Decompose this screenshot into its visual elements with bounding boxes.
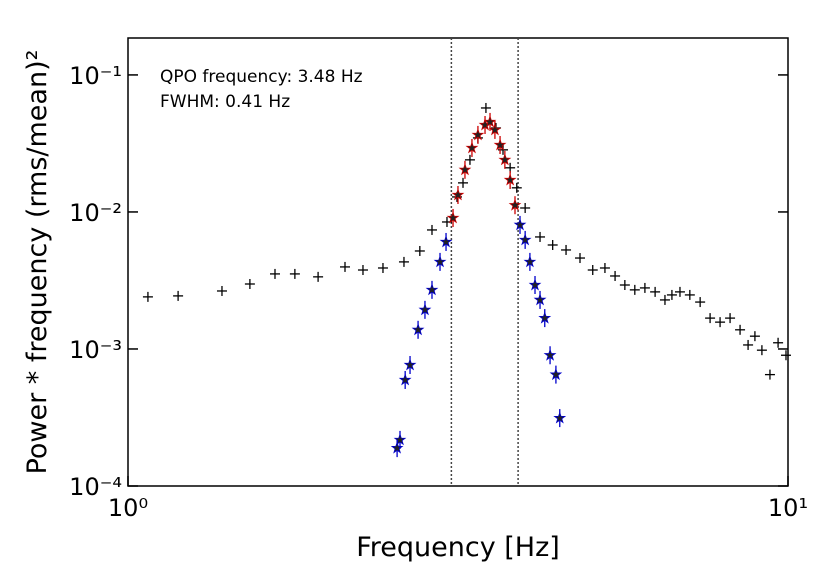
star-point	[471, 128, 485, 141]
cross-point	[535, 231, 546, 242]
star-point	[425, 283, 439, 296]
cross-point	[674, 286, 685, 297]
star-point	[488, 123, 502, 136]
star-point	[458, 163, 472, 176]
cross-point	[715, 317, 726, 328]
cross-point	[735, 324, 746, 335]
y-axis-label: Power * frequency (rms/mean)²	[22, 50, 53, 475]
star-point	[465, 141, 479, 154]
annotation: FWHM: 0.41 Hz	[160, 92, 290, 112]
cross-point	[599, 262, 610, 273]
star-point	[508, 198, 522, 211]
cross-point	[725, 313, 736, 324]
star-point	[518, 233, 532, 246]
cross-point	[216, 285, 227, 296]
annotation: QPO frequency: 3.48 Hz	[160, 67, 363, 87]
star-point	[403, 358, 417, 371]
star-point	[393, 433, 407, 446]
y-tick-label: 10⁻¹	[69, 62, 122, 90]
cross-point	[458, 177, 469, 188]
star-point	[493, 138, 507, 151]
x-axis-label: Frequency [Hz]	[356, 532, 560, 563]
cross-point	[705, 313, 716, 324]
cross-point	[749, 331, 760, 342]
star-point	[528, 278, 542, 291]
star-point	[538, 311, 552, 324]
star-point	[513, 218, 527, 231]
cross-point	[426, 224, 437, 235]
cross-point	[666, 289, 677, 300]
cross-point	[764, 369, 775, 380]
star-point	[433, 255, 447, 268]
cross-point	[520, 202, 531, 213]
cross-point	[639, 282, 650, 293]
star-point	[549, 367, 563, 381]
x-tick-label: 10⁰	[108, 494, 148, 522]
cross-point	[289, 268, 300, 279]
cross-point	[377, 262, 388, 273]
cross-point	[464, 154, 475, 165]
cross-point	[142, 291, 153, 302]
star-point	[553, 411, 567, 424]
cross-point	[561, 244, 572, 255]
star-point	[498, 153, 512, 166]
star-point	[411, 323, 425, 336]
cross-point	[511, 182, 522, 193]
cross-point	[547, 239, 558, 250]
cross-point	[357, 265, 368, 276]
cross-point	[587, 265, 598, 276]
cross-point	[659, 294, 670, 305]
star-point	[543, 348, 557, 361]
star-point	[398, 373, 412, 386]
cross-point	[414, 245, 425, 256]
cross-point	[629, 284, 640, 295]
cross-point	[695, 297, 706, 308]
y-tick-label: 10⁻³	[69, 336, 122, 364]
cross-point	[756, 345, 767, 356]
cross-point	[244, 278, 255, 289]
cross-point	[398, 256, 409, 267]
cross-point	[610, 270, 621, 281]
cross-point	[684, 289, 695, 300]
star-point	[390, 441, 404, 454]
cross-point	[574, 253, 585, 264]
cross-point	[173, 290, 184, 301]
star-point	[523, 255, 537, 268]
cross-point	[313, 271, 324, 282]
star-point	[533, 293, 547, 306]
star-point	[446, 211, 460, 224]
star-point	[439, 235, 453, 248]
star-point	[451, 188, 465, 201]
cross-point	[773, 337, 784, 348]
y-tick-label: 10⁻²	[69, 199, 122, 227]
x-tick-label: 10¹	[768, 494, 808, 522]
cross-point	[269, 268, 280, 279]
star-point	[418, 303, 432, 316]
cross-point	[780, 350, 791, 361]
cross-point	[339, 261, 350, 272]
cross-point	[743, 339, 754, 350]
star-point	[503, 173, 517, 186]
cross-point	[619, 280, 630, 291]
cross-point	[650, 286, 661, 297]
star-point	[483, 115, 497, 128]
plot-frame	[127, 37, 789, 487]
cross-point	[480, 102, 491, 113]
y-tick-label: 10⁻⁴	[69, 473, 122, 501]
